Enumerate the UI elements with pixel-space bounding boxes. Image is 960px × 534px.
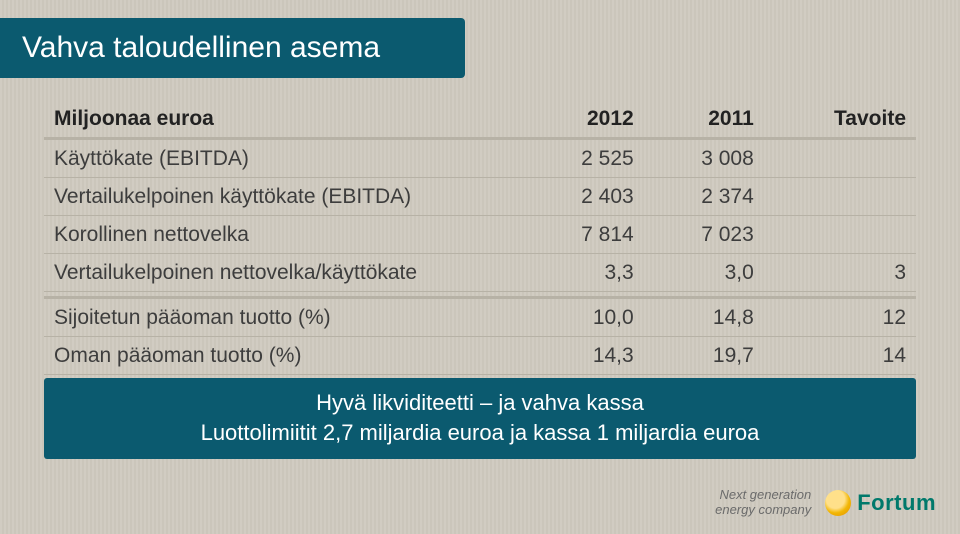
table-cell: 2 403 (524, 178, 644, 216)
table-cell: 19,7 (644, 337, 764, 375)
table-cell: 3,0 (644, 254, 764, 292)
brand-text: Fortum (857, 490, 936, 516)
table-cell: 2 374 (644, 178, 764, 216)
table-cell: 3 008 (644, 139, 764, 178)
table-cell: 7 814 (524, 216, 644, 254)
table-cell (764, 216, 916, 254)
table-cell: 14,3 (524, 337, 644, 375)
table-cell: Vertailukelpoinen nettovelka/käyttökate (44, 254, 524, 292)
table-cell: Sijoitetun pääoman tuotto (%) (44, 298, 524, 337)
table-row: Sijoitetun pääoman tuotto (%)10,014,812 (44, 298, 916, 337)
table-row: Vertailukelpoinen nettovelka/käyttökate3… (44, 254, 916, 292)
table-row: Vertailukelpoinen käyttökate (EBITDA)2 4… (44, 178, 916, 216)
table-cell (764, 139, 916, 178)
slide: Vahva taloudellinen asema Miljoonaa euro… (0, 0, 960, 534)
highlight-line1: Hyvä likviditeetti – ja vahva kassa (56, 388, 904, 418)
col-target: Tavoite (764, 100, 916, 139)
financial-table: Miljoonaa euroa 2012 2011 Tavoite Käyttö… (44, 100, 916, 375)
table-cell: Korollinen nettovelka (44, 216, 524, 254)
table-row: Käyttökate (EBITDA)2 5253 008 (44, 139, 916, 178)
table-cell: 3,3 (524, 254, 644, 292)
table-cell: Käyttökate (EBITDA) (44, 139, 524, 178)
table-cell: 14,8 (644, 298, 764, 337)
table-header-row: Miljoonaa euroa 2012 2011 Tavoite (44, 100, 916, 139)
footer: Next generation energy company Fortum (715, 488, 936, 518)
table-cell: 7 023 (644, 216, 764, 254)
table-row: Oman pääoman tuotto (%)14,319,714 (44, 337, 916, 375)
table-cell: 2 525 (524, 139, 644, 178)
sun-icon (825, 490, 851, 516)
table-cell (764, 178, 916, 216)
title-band: Vahva taloudellinen asema (0, 18, 465, 78)
tagline-line1: Next generation (715, 488, 811, 503)
tagline: Next generation energy company (715, 488, 811, 518)
table-cell: Vertailukelpoinen käyttökate (EBITDA) (44, 178, 524, 216)
table-cell: Oman pääoman tuotto (%) (44, 337, 524, 375)
table-cell: 10,0 (524, 298, 644, 337)
table-cell: 14 (764, 337, 916, 375)
brand-logo: Fortum (825, 490, 936, 516)
table-cell: 12 (764, 298, 916, 337)
table: Miljoonaa euroa 2012 2011 Tavoite Käyttö… (44, 100, 916, 375)
tagline-line2: energy company (715, 503, 811, 518)
col-label: Miljoonaa euroa (44, 100, 524, 139)
page-title: Vahva taloudellinen asema (22, 31, 380, 65)
highlight-box: Hyvä likviditeetti – ja vahva kassa Luot… (44, 378, 916, 459)
table-row: Korollinen nettovelka7 8147 023 (44, 216, 916, 254)
table-cell: 3 (764, 254, 916, 292)
highlight-line2: Luottolimiitit 2,7 miljardia euroa ja ka… (56, 418, 904, 448)
col-2011: 2011 (644, 100, 764, 139)
col-2012: 2012 (524, 100, 644, 139)
